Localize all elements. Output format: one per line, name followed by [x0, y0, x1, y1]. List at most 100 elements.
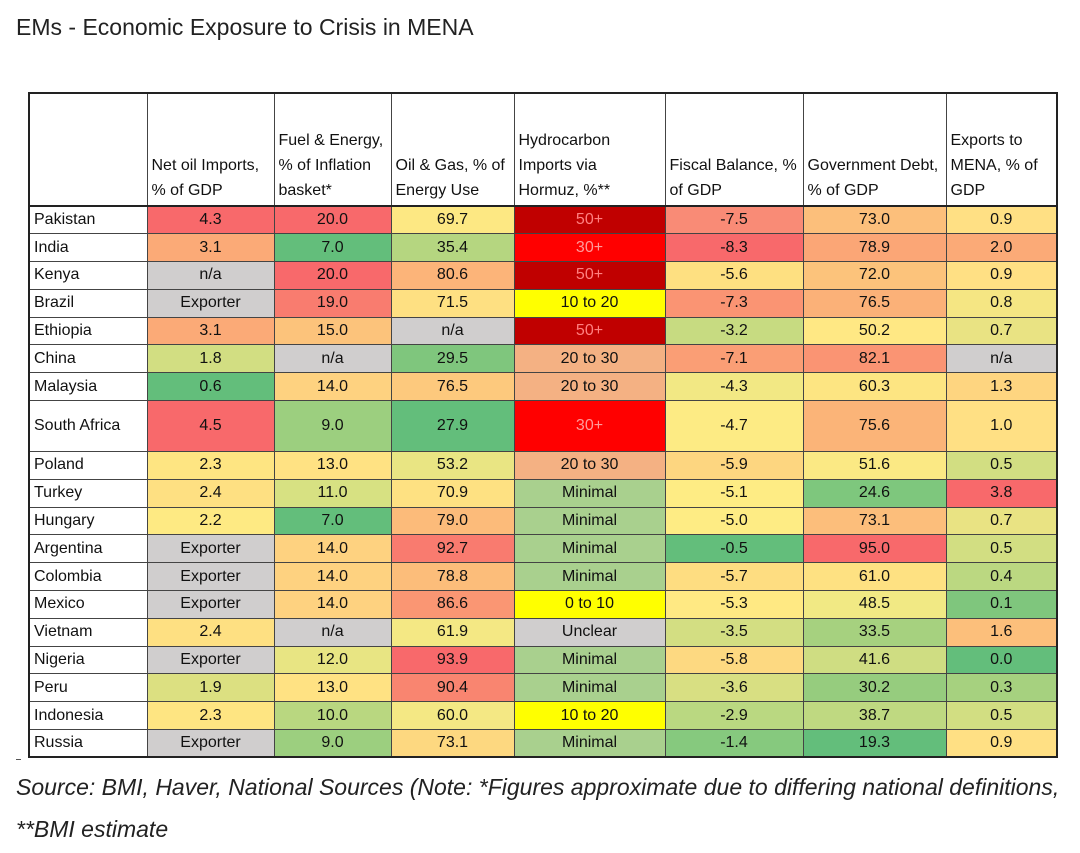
table-cell: 1.0 — [945, 400, 1058, 453]
table-cell: -0.5 — [664, 534, 804, 564]
table-cell: 27.9 — [390, 400, 515, 453]
table-row: Mexico Exporter 14.0 86.6 0 to 10 -5.3 48.5 0.1 — [28, 590, 1058, 619]
table-cell: 29.5 — [390, 344, 515, 374]
table-cell: 9.0 — [273, 400, 392, 453]
divider-mark — [16, 759, 21, 760]
table-cell: 53.2 — [390, 451, 515, 480]
table-row: Hungary 2.2 7.0 79.0 Minimal -5.0 73.1 0.7 — [28, 506, 1058, 536]
country-name: Russia — [28, 729, 148, 758]
table-cell: 0.9 — [945, 261, 1058, 290]
column-header: Oil & Gas, % of Energy Use — [390, 92, 515, 207]
table-cell: 0.5 — [945, 451, 1058, 480]
table-cell: 0.3 — [945, 673, 1058, 703]
column-header — [28, 92, 148, 207]
table-cell: 0.6 — [146, 372, 275, 402]
table-row: Colombia Exporter 14.0 78.8 Minimal -5.7 61.0 0… — [28, 562, 1058, 592]
table-row: China 1.8 n/a 29.5 20 to 30 -7.1 82.1 n/a — [28, 344, 1058, 374]
table-cell: 0.0 — [945, 645, 1058, 675]
table-cell: 80.6 — [390, 261, 515, 290]
table-cell: n/a — [945, 344, 1058, 374]
table-cell: Exporter — [146, 562, 275, 592]
table-cell: 93.9 — [390, 645, 515, 675]
table-cell: 10 to 20 — [513, 701, 666, 731]
table-cell: 72.0 — [802, 261, 947, 290]
table-cell: Exporter — [146, 590, 275, 619]
table-cell: 3.1 — [146, 316, 275, 346]
table-row: India 3.1 7.0 35.4 30+ -8.3 78.9 2.0 — [28, 233, 1058, 263]
country-name: Peru — [28, 673, 148, 703]
table-row: Malaysia 0.6 14.0 76.5 20 to 30 -4.3 60.3 1.3 — [28, 372, 1058, 402]
table-row: Poland 2.3 13.0 53.2 20 to 30 -5.9 51.6 0.5 — [28, 451, 1058, 480]
table-cell: -5.3 — [664, 590, 804, 619]
table-cell: 10.0 — [273, 701, 392, 731]
column-header: Fiscal Balance, % of GDP — [664, 92, 804, 207]
table-cell: -3.6 — [664, 673, 804, 703]
table-cell: 73.1 — [802, 506, 947, 536]
table-cell: 20.0 — [273, 261, 392, 290]
table-row: Turkey 2.4 11.0 70.9 Minimal -5.1 24.6 3.8 — [28, 478, 1058, 508]
table-cell: 11.0 — [273, 478, 392, 508]
table-cell: 70.9 — [390, 478, 515, 508]
table-cell: 61.9 — [390, 617, 515, 647]
table-row: Russia Exporter 9.0 73.1 Minimal -1.4 19.3 0.9 — [28, 729, 1058, 758]
table-row: Ethiopia 3.1 15.0 n/a 50+ -3.2 50.2 0.7 — [28, 316, 1058, 346]
table-cell: 14.0 — [273, 534, 392, 564]
column-header: Hydrocarbon Imports via Hormuz, %** — [513, 92, 666, 207]
table-cell: 0.1 — [945, 590, 1058, 619]
country-name: Nigeria — [28, 645, 148, 675]
table-cell: 4.5 — [146, 400, 275, 453]
table-cell: 0.8 — [945, 288, 1058, 318]
table-cell: 14.0 — [273, 372, 392, 402]
table-cell: 20 to 30 — [513, 451, 666, 480]
table-cell: 24.6 — [802, 478, 947, 508]
table-cell: 4.3 — [146, 205, 275, 235]
table-cell: 9.0 — [273, 729, 392, 758]
table-cell: Exporter — [146, 288, 275, 318]
country-name: Turkey — [28, 478, 148, 508]
table-cell: 50+ — [513, 316, 666, 346]
table-row: Indonesia 2.3 10.0 60.0 10 to 20 -2.9 38.7 0.5 — [28, 701, 1058, 731]
country-name: Ethiopia — [28, 316, 148, 346]
country-name: Poland — [28, 451, 148, 480]
table-cell: 30.2 — [802, 673, 947, 703]
table-cell: 0.9 — [945, 729, 1058, 758]
table-row: Pakistan 4.3 20.0 69.7 50+ -7.5 73.0 0.9 — [28, 205, 1058, 235]
country-name: Kenya — [28, 261, 148, 290]
table-cell: 13.0 — [273, 673, 392, 703]
table-cell: 60.3 — [802, 372, 947, 402]
table-cell: 86.6 — [390, 590, 515, 619]
table-cell: 2.4 — [146, 478, 275, 508]
table-cell: 2.4 — [146, 617, 275, 647]
table-cell: Exporter — [146, 534, 275, 564]
table-cell: 0.5 — [945, 701, 1058, 731]
table-cell: 38.7 — [802, 701, 947, 731]
table-cell: Minimal — [513, 645, 666, 675]
table-cell: 92.7 — [390, 534, 515, 564]
country-name: Colombia — [28, 562, 148, 592]
column-header: Government Debt, % of GDP — [802, 92, 947, 207]
table-cell: 0.5 — [945, 534, 1058, 564]
table-cell: 73.0 — [802, 205, 947, 235]
table-cell: 3.1 — [146, 233, 275, 263]
table-cell: -3.2 — [664, 316, 804, 346]
table-cell: 50+ — [513, 205, 666, 235]
table-cell: Unclear — [513, 617, 666, 647]
table-cell: 0.7 — [945, 316, 1058, 346]
column-header: Exports to MENA, % of GDP — [945, 92, 1058, 207]
table-row: Argentina Exporter 14.0 92.7 Minimal -0.5 95.0… — [28, 534, 1058, 564]
table-cell: 73.1 — [390, 729, 515, 758]
table-cell: -7.3 — [664, 288, 804, 318]
table-cell: 0.7 — [945, 506, 1058, 536]
table-cell: -5.8 — [664, 645, 804, 675]
table-cell: 78.8 — [390, 562, 515, 592]
table-cell: n/a — [273, 617, 392, 647]
table-cell: 19.3 — [802, 729, 947, 758]
header-row: Net oil Imports, % of GDP Fuel & Energy,… — [28, 92, 1058, 207]
table-cell: 7.0 — [273, 233, 392, 263]
table-cell: -3.5 — [664, 617, 804, 647]
table-cell: 1.6 — [945, 617, 1058, 647]
table-row: Nigeria Exporter 12.0 93.9 Minimal -5.8 41.6 0.… — [28, 645, 1058, 675]
country-name: Vietnam — [28, 617, 148, 647]
chart-title: EMs - Economic Exposure to Crisis in MEN… — [16, 14, 474, 40]
table-cell: 90.4 — [390, 673, 515, 703]
